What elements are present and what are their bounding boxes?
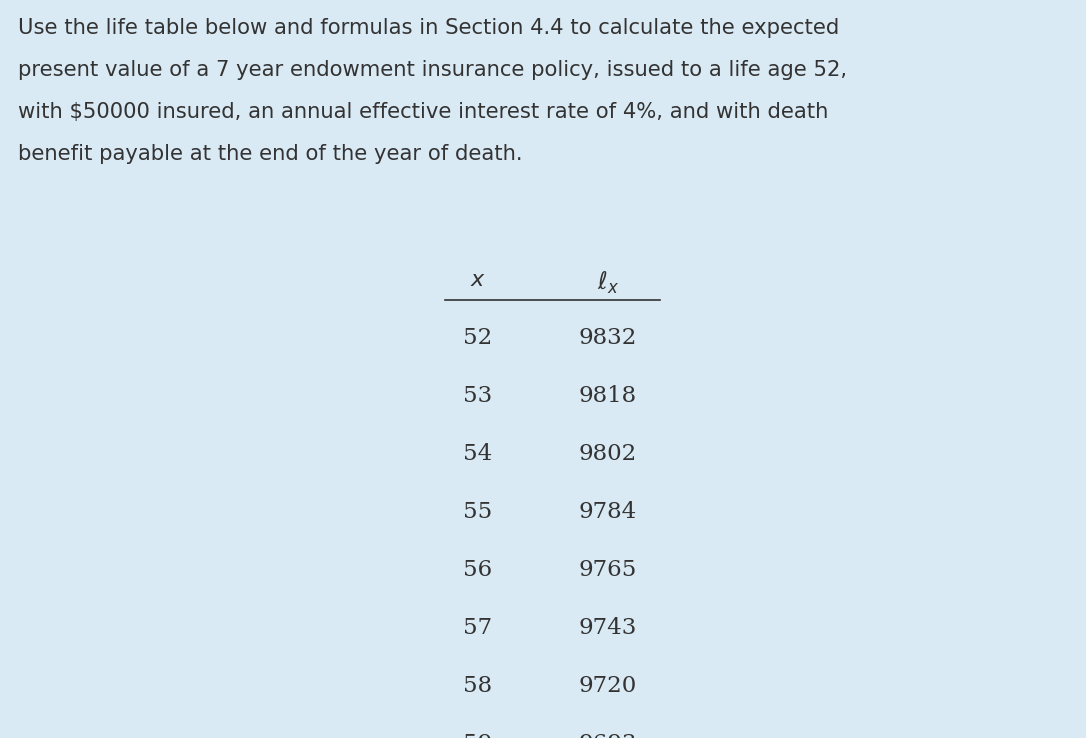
Text: 58: 58 <box>464 675 493 697</box>
Text: 54: 54 <box>464 443 493 465</box>
Text: 9802: 9802 <box>579 443 637 465</box>
Text: 9832: 9832 <box>579 327 637 349</box>
Text: 56: 56 <box>464 559 493 581</box>
Text: 55: 55 <box>464 501 493 523</box>
Text: Use the life table below and formulas in Section 4.4 to calculate the expected: Use the life table below and formulas in… <box>18 18 839 38</box>
Text: with $50000 insured, an annual effective interest rate of 4%, and with death: with $50000 insured, an annual effective… <box>18 102 829 122</box>
Text: 9720: 9720 <box>579 675 637 697</box>
Text: 57: 57 <box>464 617 493 639</box>
Text: 9743: 9743 <box>579 617 637 639</box>
Text: 9818: 9818 <box>579 385 637 407</box>
Text: $x$: $x$ <box>470 270 485 290</box>
Text: 9784: 9784 <box>579 501 637 523</box>
Text: 59: 59 <box>464 733 493 738</box>
Text: present value of a 7 year endowment insurance policy, issued to a life age 52,: present value of a 7 year endowment insu… <box>18 60 847 80</box>
Text: $\ell_x$: $\ell_x$ <box>597 270 619 296</box>
Text: benefit payable at the end of the year of death.: benefit payable at the end of the year o… <box>18 144 522 164</box>
Text: 9765: 9765 <box>579 559 637 581</box>
Text: 9693: 9693 <box>579 733 637 738</box>
Text: 53: 53 <box>464 385 493 407</box>
Text: 52: 52 <box>464 327 493 349</box>
